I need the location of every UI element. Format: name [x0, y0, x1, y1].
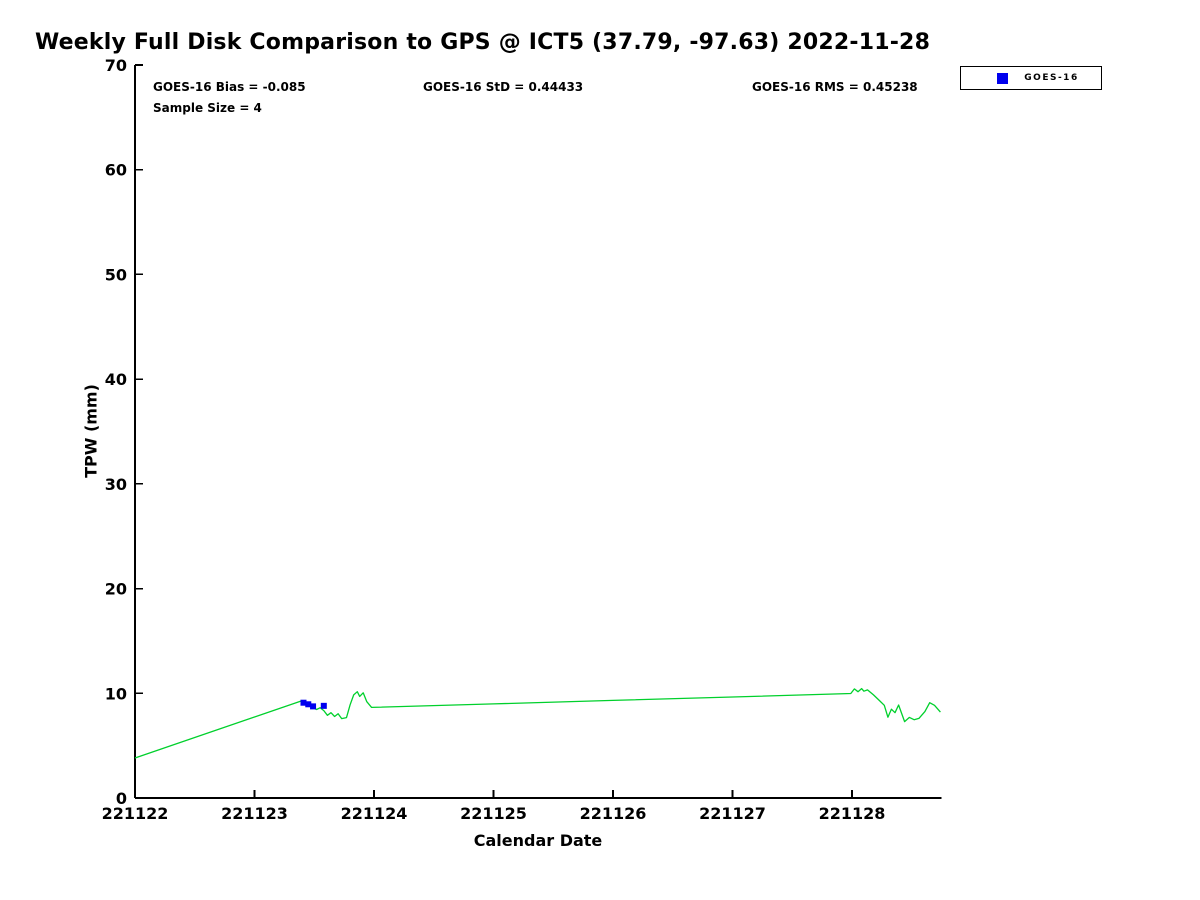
- legend-label: GOES-16: [1024, 73, 1079, 83]
- goes16-data-marker: [300, 699, 307, 706]
- y-tick-label: 40: [105, 370, 127, 389]
- goes16-data-marker: [305, 701, 312, 708]
- x-tick-label: 221123: [221, 804, 288, 823]
- y-tick-label: 30: [105, 475, 127, 494]
- y-tick-label: 20: [105, 580, 127, 599]
- stat-rms: GOES-16 RMS = 0.45238: [752, 80, 918, 94]
- x-tick-label: 221127: [699, 804, 766, 823]
- y-tick-label: 0: [116, 789, 127, 808]
- goes16-data-marker: [310, 703, 317, 710]
- x-tick-label: 221128: [819, 804, 886, 823]
- gps-tpw-line: [134, 687, 941, 759]
- legend: GOES-16: [960, 66, 1102, 90]
- y-tick-label: 10: [105, 684, 127, 703]
- legend-marker-square-icon: [997, 72, 1008, 84]
- stat-std: GOES-16 StD = 0.44433: [423, 80, 584, 94]
- y-tick-label: 70: [105, 56, 127, 75]
- y-tick-label: 60: [105, 161, 127, 180]
- x-axis-label: Calendar Date: [473, 831, 603, 850]
- chart-title: Weekly Full Disk Comparison to GPS @ ICT…: [35, 30, 931, 55]
- y-axis-label: TPW (mm): [81, 384, 101, 478]
- y-tick-label: 50: [105, 265, 127, 284]
- stat-bias: GOES-16 Bias = -0.085: [153, 80, 306, 94]
- x-tick-label: 221124: [341, 804, 408, 823]
- stat-sample-size: Sample Size = 4: [153, 101, 262, 115]
- goes16-data-marker: [320, 702, 327, 709]
- x-tick-label: 221125: [460, 804, 527, 823]
- x-tick-label: 221126: [580, 804, 647, 823]
- x-tick-label: 221122: [102, 804, 169, 823]
